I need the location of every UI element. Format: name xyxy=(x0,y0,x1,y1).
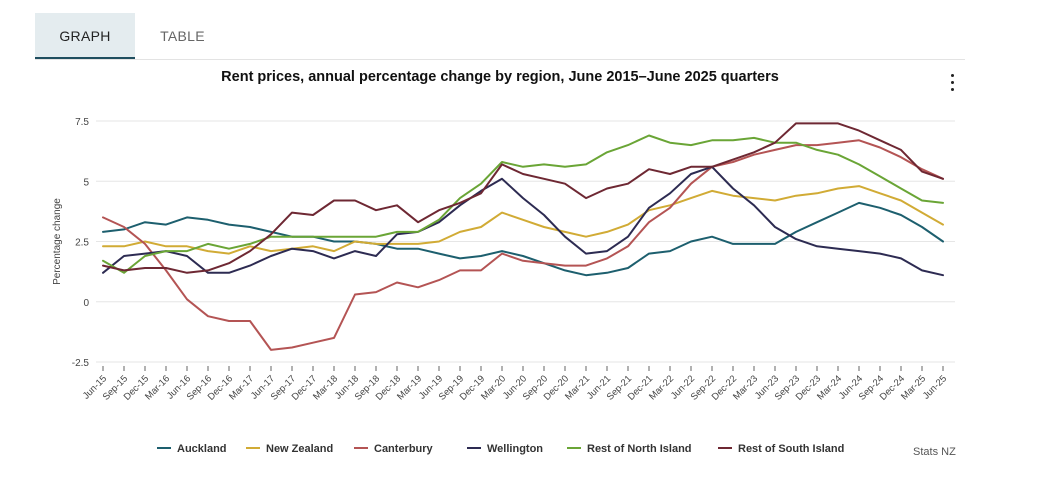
chart-title: Rent prices, annual percentage change by… xyxy=(221,69,779,85)
menu-dot xyxy=(951,81,955,85)
tab-bar: GRAPH TABLE xyxy=(35,13,965,60)
legend-label: Rest of South Island xyxy=(738,443,845,455)
legend-swatch xyxy=(246,447,260,450)
legend-swatch xyxy=(718,447,732,450)
x-tick-label: Jun-25 xyxy=(921,373,949,401)
legend-item-auckland[interactable]: Auckland xyxy=(157,443,227,455)
series-line-auckland xyxy=(102,201,944,277)
legend-swatch xyxy=(354,447,368,450)
y-tick-label: 2.5 xyxy=(75,238,89,249)
y-tick-label: 5 xyxy=(83,177,89,188)
legend-item-new-zealand[interactable]: New Zealand xyxy=(246,443,333,455)
legend-label: Auckland xyxy=(177,443,227,455)
tab-table[interactable]: TABLE xyxy=(160,28,205,44)
legend-label: Canterbury xyxy=(374,443,433,455)
source-label: Stats NZ xyxy=(913,446,956,458)
y-tick-label: 0 xyxy=(83,298,89,309)
series-line-wellington xyxy=(102,165,944,277)
legend-swatch xyxy=(467,447,481,450)
legend-label: Wellington xyxy=(487,443,544,455)
series-line-rest-of-north-island xyxy=(102,134,944,274)
legend-item-canterbury[interactable]: Canterbury xyxy=(354,443,433,455)
legend-swatch xyxy=(157,447,171,450)
legend-item-rest-of-south-island[interactable]: Rest of South Island xyxy=(718,443,844,455)
legend-swatch xyxy=(567,447,581,450)
series-line-canterbury xyxy=(102,139,944,351)
more-vertical-icon[interactable] xyxy=(943,72,961,94)
series-line-rest-of-south-island xyxy=(102,122,944,274)
menu-dot xyxy=(951,88,955,92)
legend-item-rest-of-north-island[interactable]: Rest of North Island xyxy=(567,443,692,455)
tab-divider xyxy=(35,59,965,60)
y-tick-label: -2.5 xyxy=(72,358,90,369)
menu-dot xyxy=(951,74,955,78)
y-tick-label: 7.5 xyxy=(75,117,89,128)
legend-item-wellington[interactable]: Wellington xyxy=(467,443,543,455)
legend-label: New Zealand xyxy=(266,443,334,455)
series-line-new-zealand xyxy=(102,185,944,255)
legend-label: Rest of North Island xyxy=(587,443,692,455)
y-axis-label: Percentage change xyxy=(52,198,63,285)
tab-graph[interactable]: GRAPH xyxy=(35,13,135,60)
